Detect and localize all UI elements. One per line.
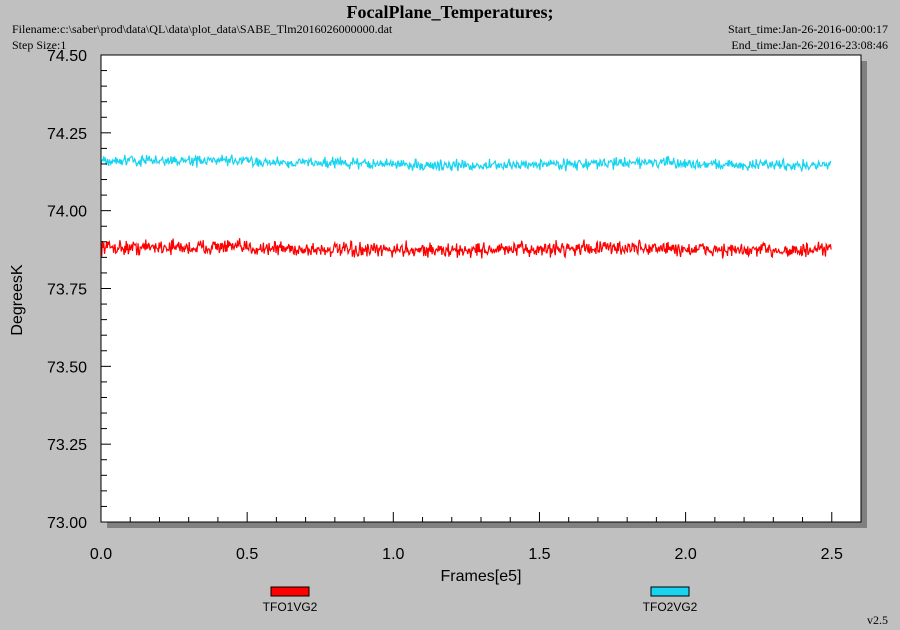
series-group	[100, 154, 832, 259]
y-tick-group: 73.00 73.25 73.50 73.75 74.00 74.25 74.50	[47, 48, 111, 532]
legend: TFO1VG2 TFO2VG2	[263, 586, 698, 614]
y-tick-label: 74.25	[47, 126, 87, 143]
y-axis-label: DegreesK	[9, 264, 26, 335]
version-label: v2.5	[867, 613, 888, 627]
legend-swatch	[650, 586, 690, 597]
y-tick-label: 74.00	[47, 204, 87, 221]
x-tick-label: 1.0	[382, 546, 404, 563]
x-tick-label: 2.0	[674, 546, 696, 563]
x-tick-label: 2.5	[821, 546, 843, 563]
legend-label: TFO2VG2	[643, 600, 698, 614]
plot-area	[100, 54, 862, 523]
y-tick-label: 73.75	[47, 282, 87, 299]
end-time-label: End_time:Jan-26-2016-23:08:46	[731, 38, 888, 52]
series-line-tfo2vg2	[100, 154, 832, 172]
x-tick-label: 1.5	[528, 546, 550, 563]
x-tick-label: 0.0	[90, 546, 112, 563]
y-tick-label: 73.00	[47, 515, 87, 532]
filename-label: Filename:c:\saber\prod\data\QL\data\plot…	[12, 22, 393, 36]
step-size-label: Step Size:1	[12, 38, 67, 52]
y-tick-label: 74.50	[47, 48, 87, 65]
y-tick-label: 73.25	[47, 437, 87, 454]
x-tick-label: 0.5	[236, 546, 258, 563]
legend-swatch	[270, 586, 310, 597]
x-tick-group: 0.0 0.5 1.0 1.5 2.0 2.5	[90, 512, 843, 563]
series-line-tfo1vg2	[100, 238, 832, 259]
x-axis-label: Frames[e5]	[441, 568, 522, 585]
y-tick-label: 73.50	[47, 359, 87, 376]
legend-label: TFO1VG2	[263, 600, 318, 614]
start-time-label: Start_time:Jan-26-2016-00:00:17	[728, 22, 888, 36]
chart-title: FocalPlane_Temperatures;	[346, 2, 554, 22]
